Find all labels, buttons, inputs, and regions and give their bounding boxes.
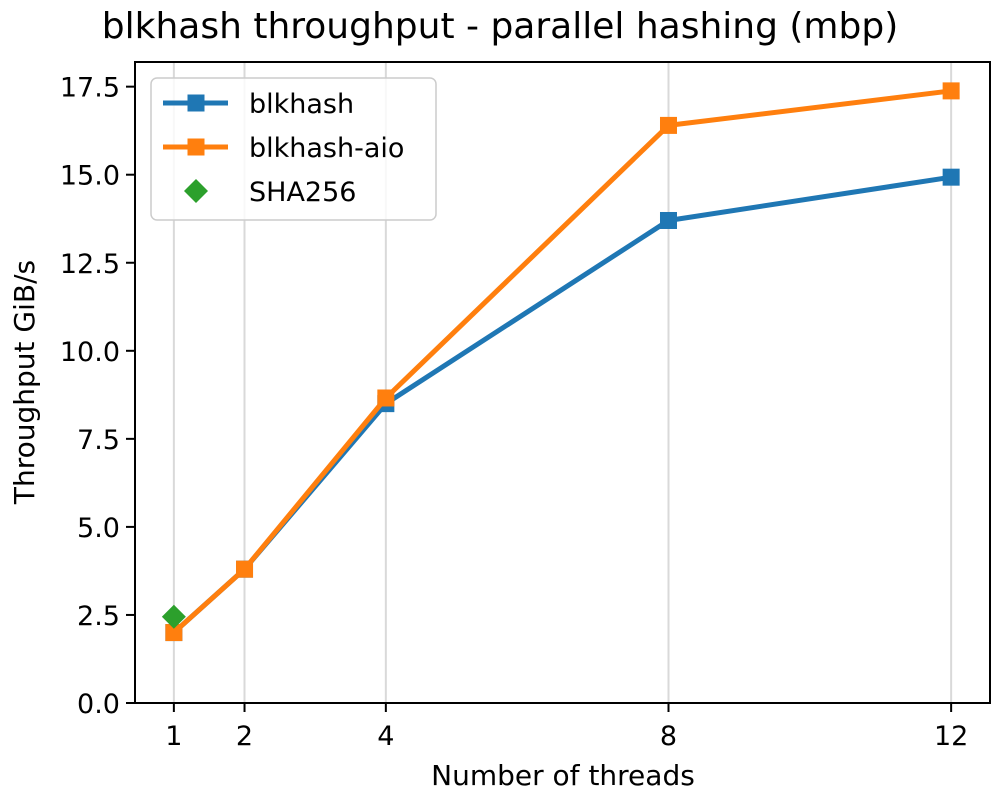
legend: blkhash blkhash-aio SHA256 xyxy=(150,77,437,221)
blkhash-point xyxy=(942,168,960,186)
blkhash-aio-point xyxy=(942,82,960,100)
legend-marker-blkhash-aio xyxy=(187,138,205,156)
legend-item-blkhash-aio: blkhash-aio xyxy=(163,133,404,164)
series-layer xyxy=(161,82,960,642)
x-tick-layer: 1 2 4 8 12 xyxy=(165,703,968,752)
blkhash-point xyxy=(659,211,677,229)
legend-marker-blkhash xyxy=(187,94,205,112)
blkhash-aio-point xyxy=(377,389,395,407)
sha256-point xyxy=(161,604,186,629)
plot-frame xyxy=(134,61,991,704)
legend-label-blkhash-aio: blkhash-aio xyxy=(249,133,404,164)
y-tick-label: 5.0 xyxy=(77,513,120,544)
blkhash-aio-point xyxy=(236,560,254,578)
y-tick-label: 7.5 xyxy=(77,425,120,456)
y-tick-label: 12.5 xyxy=(60,249,120,280)
y-tick-label: 15.0 xyxy=(60,161,120,192)
x-tick-label: 1 xyxy=(165,721,182,752)
legend-item-blkhash: blkhash xyxy=(163,89,354,120)
y-tick-layer: 0.0 2.5 5.0 7.5 10.0 12.5 15.0 17.5 xyxy=(60,73,135,720)
x-axis-label: Number of threads xyxy=(431,759,695,792)
legend-item-sha256: SHA256 xyxy=(184,177,356,208)
legend-label-blkhash: blkhash xyxy=(249,89,354,120)
y-tick-label: 10.0 xyxy=(60,337,120,368)
legend-entries: blkhash blkhash-aio SHA256 xyxy=(163,89,404,208)
blkhash-aio-point xyxy=(659,116,677,134)
y-tick-label: 17.5 xyxy=(60,73,120,104)
legend-marker-sha256 xyxy=(184,179,208,203)
x-tick-label: 2 xyxy=(236,721,253,752)
series-sha256 xyxy=(161,604,186,629)
x-tick-label: 4 xyxy=(377,721,394,752)
legend-box xyxy=(150,77,437,221)
blkhash-aio-point xyxy=(165,624,183,642)
y-axis-label: Throughput GiB/s xyxy=(8,260,41,505)
x-tick-label: 8 xyxy=(660,721,677,752)
y-tick-label: 2.5 xyxy=(77,601,120,632)
series-blkhash-aio xyxy=(165,82,960,642)
legend-label-sha256: SHA256 xyxy=(249,177,356,208)
x-tick-label: 12 xyxy=(934,721,968,752)
y-tick-label: 0.0 xyxy=(77,689,120,720)
chart-title: blkhash throughput - parallel hashing (m… xyxy=(102,6,899,47)
